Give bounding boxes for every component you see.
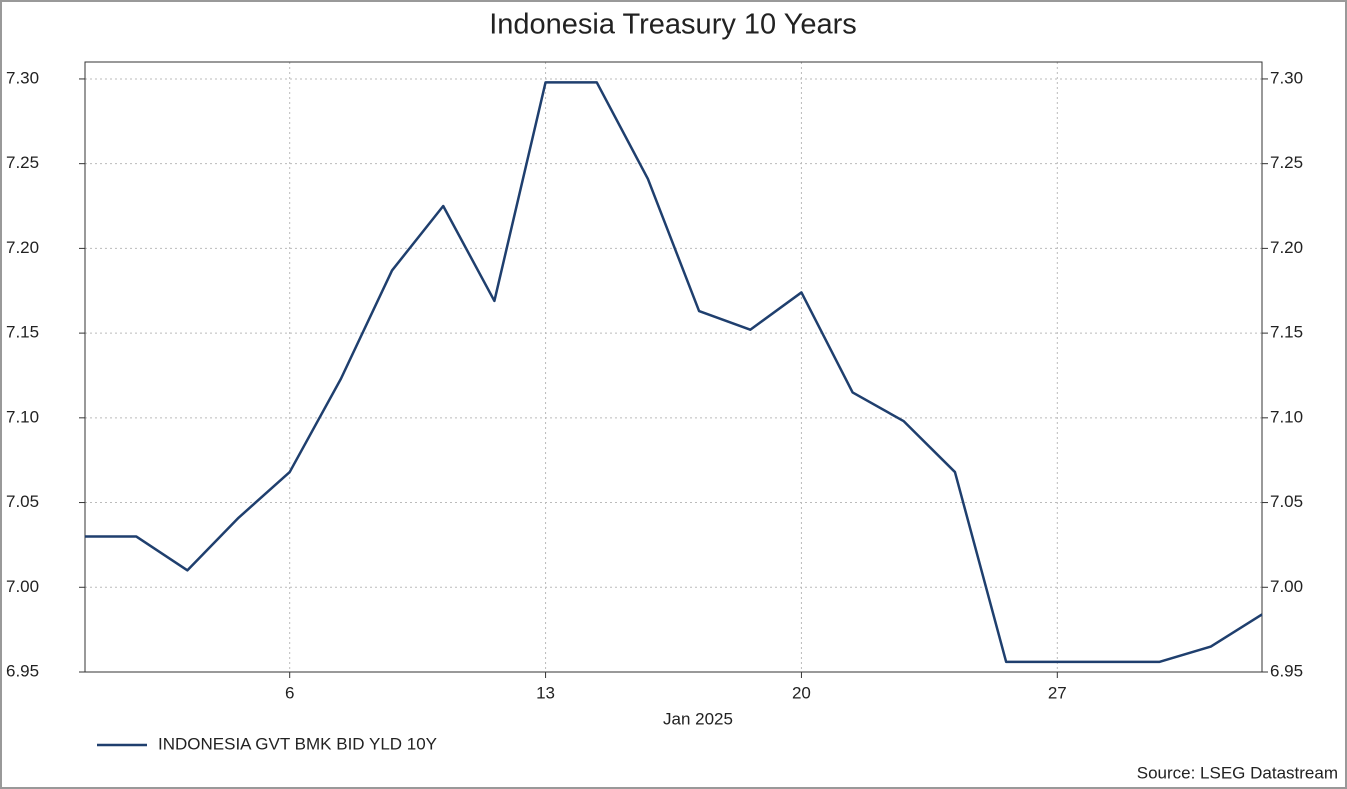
- y2-tick-label: 7.10: [1270, 407, 1303, 426]
- chart-title: Indonesia Treasury 10 Years: [489, 9, 857, 41]
- y-tick-label: 7.05: [6, 492, 39, 511]
- y2-tick-label: 7.25: [1270, 153, 1303, 172]
- legend-label: INDONESIA GVT BMK BID YLD 10Y: [158, 734, 437, 753]
- y2-tick-label: 7.05: [1270, 492, 1303, 511]
- y-tick-label: 7.00: [6, 577, 39, 596]
- y2-tick-label: 7.30: [1270, 68, 1303, 87]
- x-axis-label: Jan 2025: [663, 709, 733, 728]
- x-tick-label: 27: [1048, 683, 1067, 702]
- series-line: [85, 81, 1263, 664]
- y-tick-label: 7.30: [6, 68, 39, 87]
- x-tick-label: 13: [536, 683, 555, 702]
- y-tick-label: 7.20: [6, 238, 39, 257]
- y2-tick-label: 7.20: [1270, 238, 1303, 257]
- x-tick-label: 6: [285, 683, 294, 702]
- y-tick-label: 7.25: [6, 153, 39, 172]
- y-tick-label: 7.10: [6, 407, 39, 426]
- x-tick-label: 20: [792, 683, 811, 702]
- y2-tick-label: 7.00: [1270, 577, 1303, 596]
- y-tick-label: 7.15: [6, 323, 39, 342]
- y-tick-label: 6.95: [6, 661, 39, 680]
- source: Source: LSEG Datastream: [1137, 763, 1338, 782]
- y2-tick-label: 7.15: [1270, 323, 1303, 342]
- plot-area: [84, 61, 1263, 673]
- y2-tick-label: 6.95: [1270, 661, 1303, 680]
